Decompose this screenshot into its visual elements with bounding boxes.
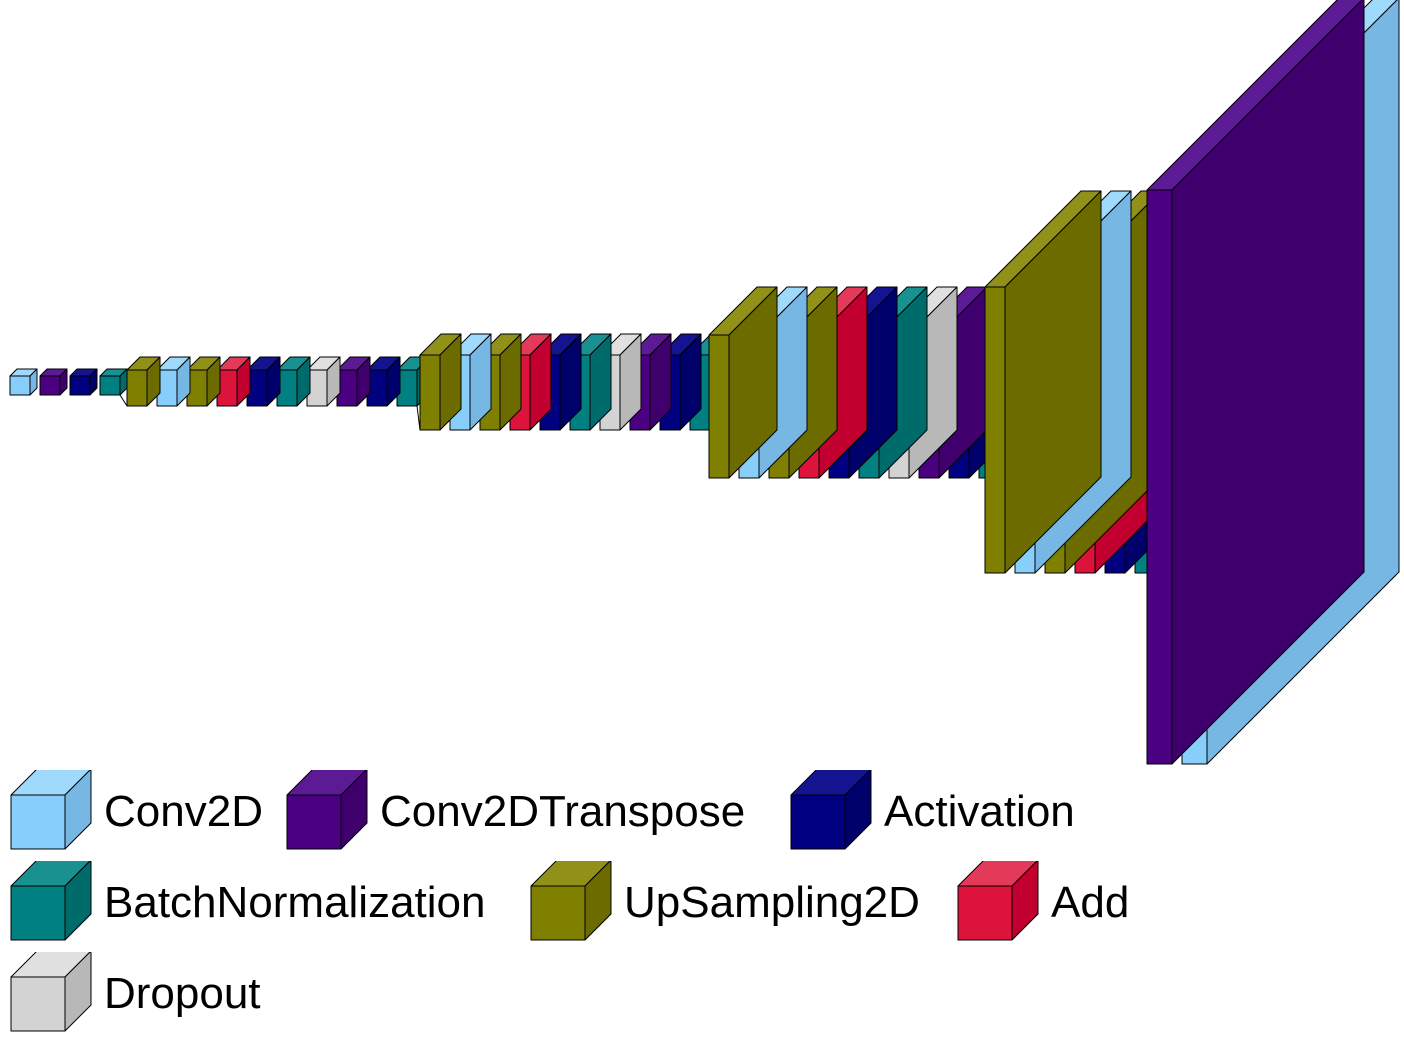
conv2dtranspose-swatch-icon (286, 770, 368, 850)
legend-label-conv2d: Conv2D (104, 787, 263, 836)
layer-conv2dT (336, 356, 371, 407)
layer-dropout (306, 356, 341, 407)
legend-label-activation: Activation (884, 787, 1075, 836)
swatch-cube (530, 861, 612, 941)
legend-label-batchnormalization: BatchNormalization (104, 878, 486, 927)
legend-item-upsampling2d: UpSampling2D (530, 861, 920, 945)
layer-group-2 (126, 356, 431, 407)
layer-bn (276, 356, 311, 407)
legend-label-dropout: Dropout (104, 969, 261, 1018)
network-architecture-diagram (9, 0, 1400, 765)
swatch-cube (957, 861, 1039, 941)
upsampling2d-swatch-icon (530, 861, 612, 941)
legend-label-conv2dtranspose: Conv2DTranspose (380, 787, 746, 836)
legend-label-add: Add (1051, 878, 1130, 927)
layer-group-4 (708, 286, 1048, 479)
add-swatch-icon (957, 861, 1039, 941)
layer-up (984, 190, 1102, 574)
legend-item-activation: Activation (790, 770, 1075, 854)
layer-bn (99, 368, 128, 396)
layer-group-3 (419, 333, 732, 431)
layer-conv2dT (39, 368, 68, 396)
layer-group-1 (9, 368, 128, 396)
layer-up (419, 333, 462, 431)
conv2d-swatch-icon (10, 770, 92, 850)
swatch-cube (10, 952, 92, 1032)
layer-act (69, 368, 98, 396)
swatch-cube (10, 770, 92, 850)
legend-label-upsampling2d: UpSampling2D (624, 878, 920, 927)
legend-item-batchnormalization: BatchNormalization (10, 861, 486, 945)
swatch-cube (790, 770, 872, 850)
legend-item-conv2d: Conv2D (10, 770, 263, 854)
legend-item-conv2dtranspose: Conv2DTranspose (286, 770, 745, 854)
legend: Conv2D Conv2DTranspose Activation BatchN… (0, 770, 1404, 1048)
legend-item-dropout: Dropout (10, 952, 261, 1036)
layer-conv2d (156, 356, 191, 407)
layer-conv2d (9, 368, 38, 396)
layer-up (186, 356, 221, 407)
layer-act (246, 356, 281, 407)
dropout-swatch-icon (10, 952, 92, 1032)
activation-swatch-icon (790, 770, 872, 850)
layer-act (366, 356, 401, 407)
layer-add (216, 356, 251, 407)
legend-item-add: Add (957, 861, 1129, 945)
swatch-cube (10, 861, 92, 941)
layer-conv2dT (1146, 0, 1365, 765)
layer-up (708, 286, 778, 479)
batchnormalization-swatch-icon (10, 861, 92, 941)
layer-group-6 (1146, 0, 1400, 765)
layer-up (126, 356, 161, 407)
swatch-cube (286, 770, 368, 850)
